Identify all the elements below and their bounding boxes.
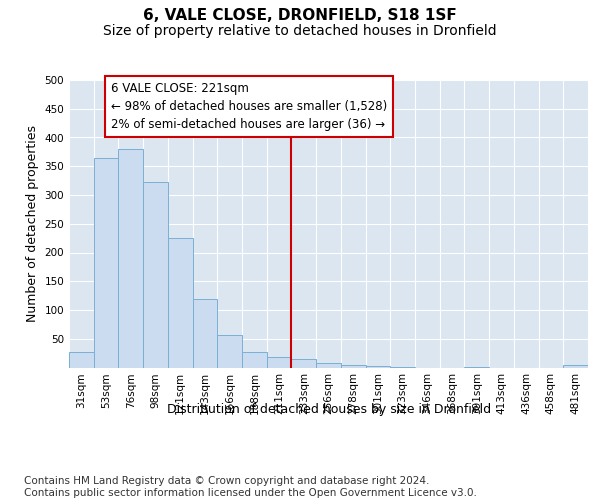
Text: 6, VALE CLOSE, DRONFIELD, S18 1SF: 6, VALE CLOSE, DRONFIELD, S18 1SF	[143, 8, 457, 22]
Y-axis label: Number of detached properties: Number of detached properties	[26, 125, 39, 322]
Bar	[292, 359, 316, 368]
Bar	[563, 365, 588, 368]
Bar	[69, 352, 94, 368]
Bar	[365, 366, 390, 368]
Bar	[168, 238, 193, 368]
Bar	[242, 352, 267, 368]
Bar	[316, 364, 341, 368]
Bar	[217, 334, 242, 368]
Text: Size of property relative to detached houses in Dronfield: Size of property relative to detached ho…	[103, 24, 497, 38]
Text: Contains HM Land Registry data © Crown copyright and database right 2024.
Contai: Contains HM Land Registry data © Crown c…	[24, 476, 477, 498]
Text: Distribution of detached houses by size in Dronfield: Distribution of detached houses by size …	[167, 402, 491, 415]
Bar	[267, 357, 292, 368]
Bar	[390, 367, 415, 368]
Bar	[143, 182, 168, 368]
Bar	[341, 364, 365, 368]
Bar	[193, 298, 217, 368]
Bar	[118, 149, 143, 368]
Bar	[464, 367, 489, 368]
Bar	[94, 158, 118, 368]
Text: 6 VALE CLOSE: 221sqm
← 98% of detached houses are smaller (1,528)
2% of semi-det: 6 VALE CLOSE: 221sqm ← 98% of detached h…	[111, 82, 387, 130]
